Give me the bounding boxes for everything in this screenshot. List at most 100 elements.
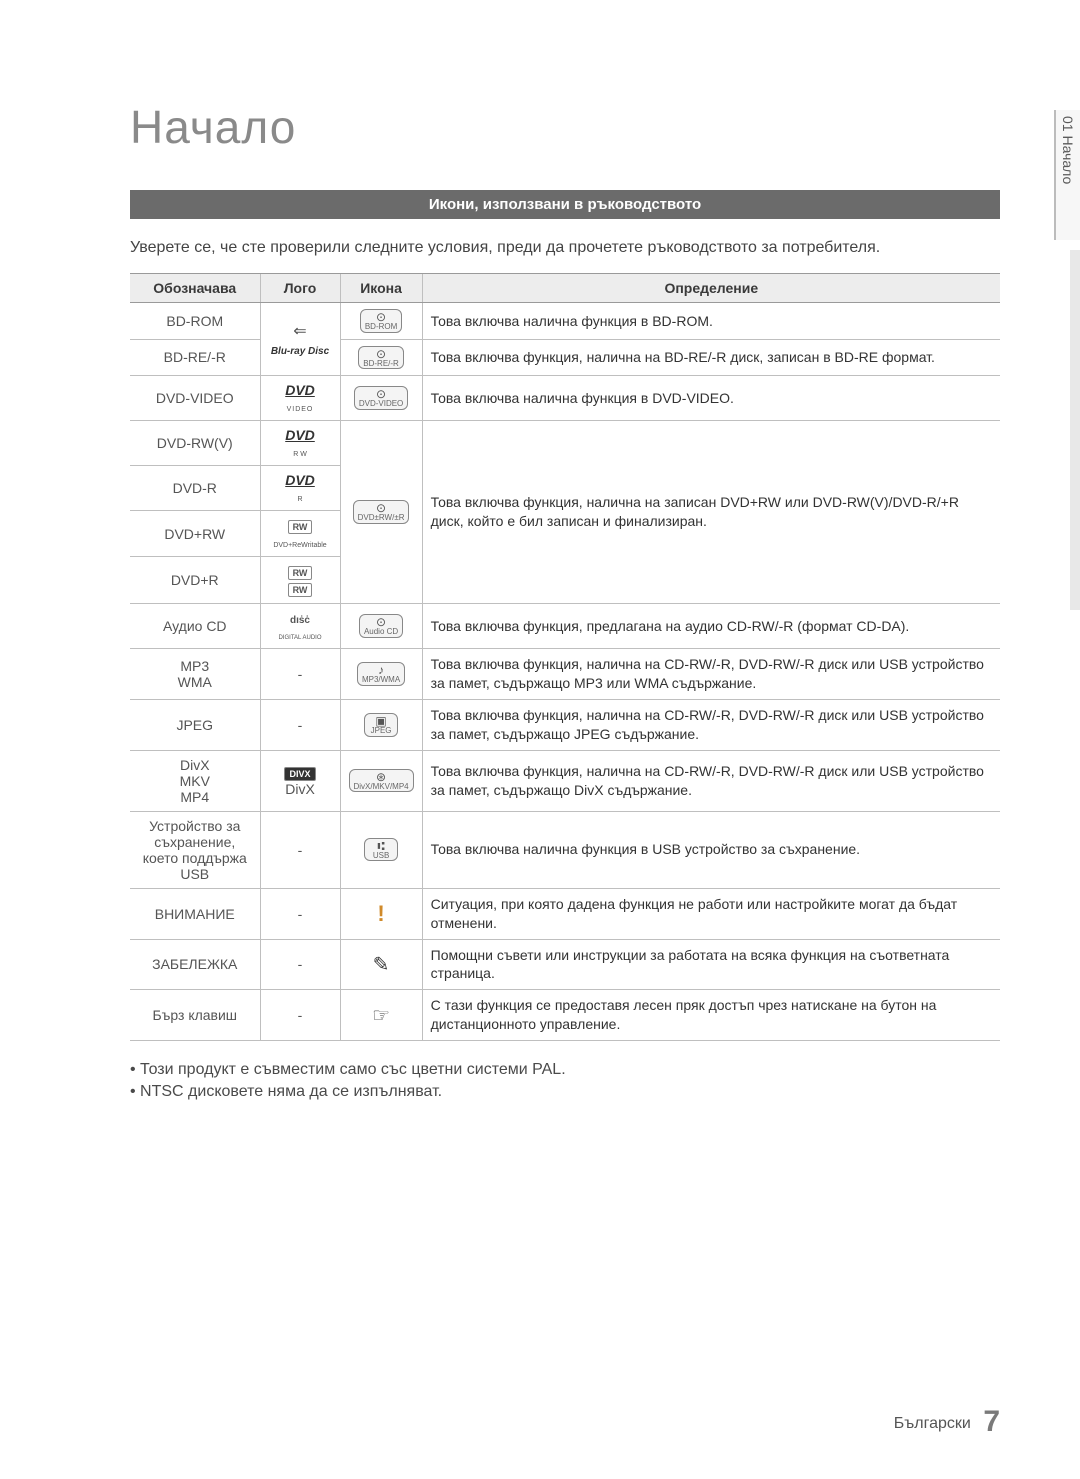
bluray-logo-icon: ⇐ <box>293 323 306 340</box>
th-logo: Лого <box>260 274 340 303</box>
intro-text: Уверете се, че сте проверили следните ус… <box>130 237 1000 259</box>
cell-icon: ⊙Audio CD <box>340 604 422 649</box>
cell-def: С тази функция се предоставя лесен пряк … <box>422 990 1000 1041</box>
th-icon: Икона <box>340 274 422 303</box>
cell-def: Ситуация, при която дадена функция не ра… <box>422 888 1000 939</box>
cell-term: DVD-RW(V) <box>130 421 260 466</box>
caution-icon: ! <box>377 901 384 926</box>
cell-term: BD-RE/-R <box>130 339 260 375</box>
table-row: MP3 WMA - ♪MP3/WMA Това включва функция,… <box>130 649 1000 700</box>
cell-logo: - <box>260 888 340 939</box>
th-def: Определение <box>422 274 1000 303</box>
rw-logo-icon: RW <box>288 520 313 534</box>
cell-icon: ⊙DVD-VIDEO <box>340 376 422 421</box>
cell-term: ЗАБЕЛЕЖКА <box>130 939 260 990</box>
table-row: JPEG - ▣JPEG Това включва функция, налич… <box>130 699 1000 750</box>
bluray-logo-text: Blu-ray Disc <box>271 346 329 357</box>
shortcut-icon: ☞ <box>372 1005 390 1027</box>
rw-logo-icon: RW <box>288 583 313 597</box>
table-row: ВНИМАНИЕ - ! Ситуация, при която дадена … <box>130 888 1000 939</box>
disc-icon: ⊙Audio CD <box>359 614 403 637</box>
cell-def: Това включва налична функция в BD-ROM. <box>422 303 1000 339</box>
cell-icon: ▣JPEG <box>340 699 422 750</box>
cell-def: Това включва налична функция в DVD-VIDEO… <box>422 376 1000 421</box>
cell-icon: ⊙BD-RE/-R <box>340 339 422 375</box>
disc-icon: ⊙BD-ROM <box>360 309 402 332</box>
cell-term: DVD+RW <box>130 511 260 557</box>
disc-icon: ⊙BD-RE/-R <box>358 346 404 369</box>
divx-logo-icon: DIVX <box>284 767 315 781</box>
cell-logo-bluray: ⇐ Blu-ray Disc <box>260 303 340 376</box>
footer-language: Български <box>894 1415 971 1432</box>
cell-term: DVD-R <box>130 466 260 511</box>
dvd-logo-icon: DVD <box>285 382 315 398</box>
photo-icon: ▣JPEG <box>364 713 398 736</box>
list-item: Този продукт е съвместим само със цветни… <box>130 1061 1000 1079</box>
cell-icon: ☞ <box>340 990 422 1041</box>
cell-logo: - <box>260 811 340 888</box>
cell-logo: DVD VIDEO <box>260 376 340 421</box>
page-content: Начало Икони, използвани в ръководството… <box>0 0 1080 1145</box>
cell-logo: DIVX DivX <box>260 750 340 811</box>
cell-term: DVD+R <box>130 557 260 604</box>
table-row: DVD-VIDEO DVD VIDEO ⊙DVD-VIDEO Това вклю… <box>130 376 1000 421</box>
cell-icon: ⊙BD-ROM <box>340 303 422 339</box>
side-tab: 01 Начало <box>1054 110 1080 240</box>
cell-icon: ! <box>340 888 422 939</box>
cell-term: BD-ROM <box>130 303 260 339</box>
cd-logo-icon: dıṡċ <box>290 615 310 626</box>
cell-logo: dıṡċ DIGITAL AUDIO <box>260 604 340 649</box>
definitions-table: Обозначава Лого Икона Определение BD-ROM… <box>130 273 1000 1041</box>
cell-icon: ✎ <box>340 939 422 990</box>
table-row: DivX MKV MP4 DIVX DivX ⊛DivX/MKV/MP4 Тов… <box>130 750 1000 811</box>
cell-term: Аудио CD <box>130 604 260 649</box>
cell-term: Бърз клавиш <box>130 990 260 1041</box>
table-row: Аудио CD dıṡċ DIGITAL AUDIO ⊙Audio CD То… <box>130 604 1000 649</box>
table-row: Бърз клавиш - ☞ С тази функция се предос… <box>130 990 1000 1041</box>
cell-logo: RW RW <box>260 557 340 604</box>
table-row: BD-ROM ⇐ Blu-ray Disc ⊙BD-ROM Това включ… <box>130 303 1000 339</box>
cell-def: Това включва функция, налична на CD-RW/-… <box>422 649 1000 700</box>
cell-def: Това включва функция, налична на записан… <box>422 421 1000 604</box>
cell-icon: ⊛DivX/MKV/MP4 <box>340 750 422 811</box>
disc-icon: ⊙DVD-VIDEO <box>354 386 408 409</box>
cell-icon: ⊙DVD±RW/±R <box>340 421 422 604</box>
page-number: 7 <box>983 1405 1000 1438</box>
cell-icon: ♪MP3/WMA <box>340 649 422 700</box>
note-icon: ✎ <box>373 954 390 976</box>
table-row: ЗАБЕЛЕЖКА - ✎ Помощни съвети или инструк… <box>130 939 1000 990</box>
cell-logo: RW DVD+ReWritable <box>260 511 340 557</box>
cell-term: JPEG <box>130 699 260 750</box>
music-icon: ♪MP3/WMA <box>357 662 405 685</box>
cell-logo: DVD R <box>260 466 340 511</box>
cell-def: Това включва функция, налична на BD-RE/-… <box>422 339 1000 375</box>
cell-logo: - <box>260 649 340 700</box>
dvd-r-logo-icon: DVD <box>285 472 315 488</box>
cell-def: Това включва функция, налична на CD-RW/-… <box>422 750 1000 811</box>
rw-logo-icon: RW <box>288 566 313 580</box>
list-item: NTSC дисковете няма да се изпълняват. <box>130 1083 1000 1101</box>
cell-term: MP3 WMA <box>130 649 260 700</box>
cell-def: Помощни съвети или инструкции за работат… <box>422 939 1000 990</box>
cell-term: Устройство за съхранение, което поддържа… <box>130 811 260 888</box>
cell-def: Това включва функция, налична на CD-RW/-… <box>422 699 1000 750</box>
cell-def: Това включва функция, предлагана на ауди… <box>422 604 1000 649</box>
th-term: Обозначава <box>130 274 260 303</box>
cell-term: ВНИМАНИЕ <box>130 888 260 939</box>
cell-logo: - <box>260 990 340 1041</box>
cell-logo: DVD R W <box>260 421 340 466</box>
section-header: Икони, използвани в ръководството <box>130 190 1000 219</box>
cell-term: DVD-VIDEO <box>130 376 260 421</box>
video-icon: ⊛DivX/MKV/MP4 <box>349 769 414 792</box>
notes-list: Този продукт е съвместим само със цветни… <box>130 1061 1000 1101</box>
page-title: Начало <box>130 100 1000 154</box>
cell-logo: - <box>260 939 340 990</box>
cell-term: DivX MKV MP4 <box>130 750 260 811</box>
cell-logo: - <box>260 699 340 750</box>
table-row: Устройство за съхранение, което поддържа… <box>130 811 1000 888</box>
page-footer: Български 7 <box>894 1405 1000 1439</box>
cell-icon: ⑆USB <box>340 811 422 888</box>
table-header-row: Обозначава Лого Икона Определение <box>130 274 1000 303</box>
dvd-rw-logo-icon: DVD <box>285 427 315 443</box>
usb-icon: ⑆USB <box>364 838 398 861</box>
